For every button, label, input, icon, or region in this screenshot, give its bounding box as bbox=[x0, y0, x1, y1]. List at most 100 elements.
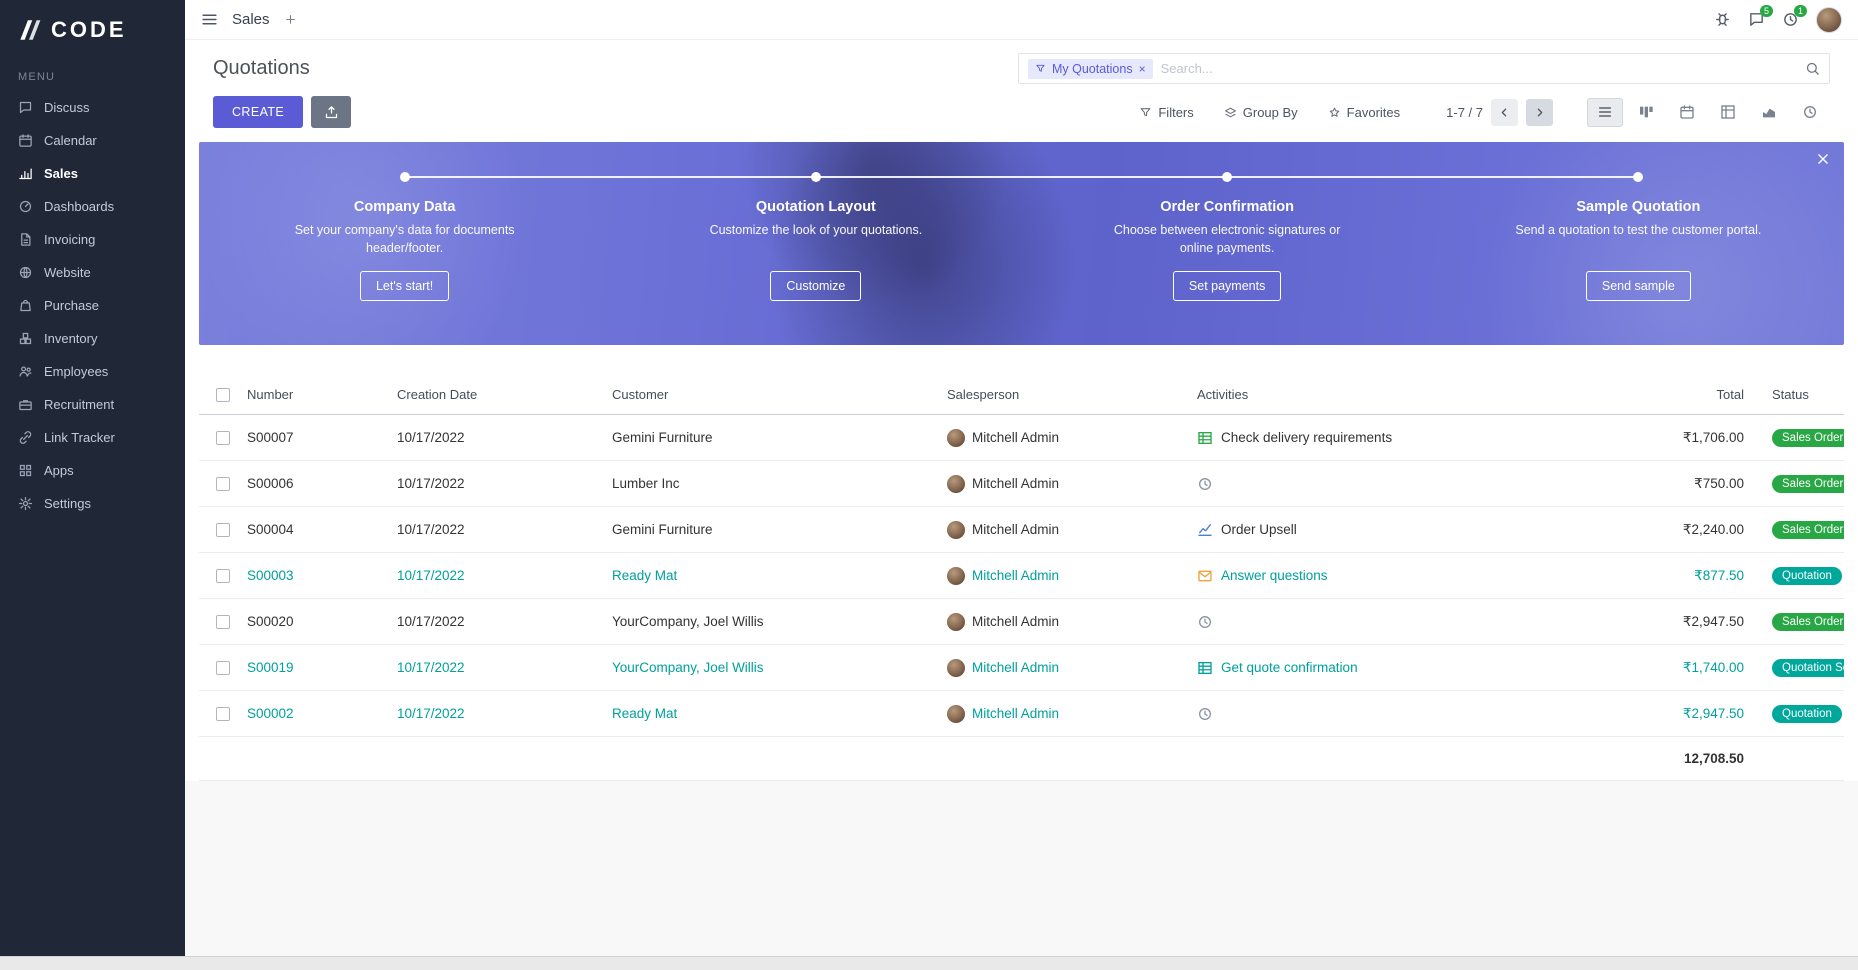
user-avatar[interactable] bbox=[1816, 6, 1842, 33]
col-header-salesperson[interactable]: Salesperson bbox=[947, 387, 1020, 402]
sidebar-item-invoicing[interactable]: Invoicing bbox=[0, 223, 185, 256]
step-dot bbox=[1633, 172, 1644, 182]
hamburger-menu-icon[interactable] bbox=[201, 11, 218, 28]
set-payments-button[interactable]: Set payments bbox=[1172, 271, 1282, 301]
sidebar-item-label: Discuss bbox=[44, 100, 90, 115]
activity-cell[interactable]: Answer questions bbox=[1197, 568, 1622, 584]
row-checkbox[interactable] bbox=[216, 522, 230, 537]
row-checkbox[interactable] bbox=[216, 614, 230, 629]
col-header-number[interactable]: Number bbox=[247, 387, 294, 402]
app-logo[interactable]: CODE bbox=[0, 0, 185, 57]
view-pivot-button[interactable] bbox=[1710, 98, 1746, 127]
horizontal-scrollbar[interactable] bbox=[0, 956, 1858, 970]
sidebar-item-purchase[interactable]: Purchase bbox=[0, 289, 185, 322]
row-checkbox[interactable] bbox=[216, 660, 230, 675]
table-row[interactable]: S00002 10/17/2022 Ready Mat Mitchell Adm… bbox=[199, 691, 1844, 737]
pager-next-button[interactable] bbox=[1526, 98, 1553, 126]
activities-button[interactable]: 1 bbox=[1782, 5, 1807, 28]
col-header-status[interactable]: Status bbox=[1772, 387, 1809, 402]
row-total: ₹1,740.00 bbox=[1682, 659, 1744, 675]
view-activity-button[interactable] bbox=[1792, 98, 1828, 127]
messages-button[interactable]: 5 bbox=[1748, 5, 1773, 28]
sidebar-item-apps[interactable]: Apps bbox=[0, 454, 185, 487]
table-row[interactable]: S00004 10/17/2022 Gemini Furniture Mitch… bbox=[199, 507, 1844, 553]
salesperson-avatar bbox=[947, 428, 965, 447]
breadcrumb-app[interactable]: Sales bbox=[232, 11, 270, 28]
view-list-button[interactable] bbox=[1587, 97, 1623, 127]
activity-cell[interactable] bbox=[1197, 614, 1622, 630]
table-row[interactable]: S00019 10/17/2022 YourCompany, Joel Will… bbox=[199, 645, 1844, 691]
bug-icon bbox=[1714, 11, 1731, 28]
customize-button[interactable]: Customize bbox=[770, 271, 862, 301]
search-input[interactable] bbox=[1160, 61, 1797, 76]
export-button[interactable] bbox=[311, 96, 352, 128]
row-creation-date: 10/17/2022 bbox=[397, 430, 465, 445]
activity-cell[interactable]: Get quote confirmation bbox=[1197, 660, 1622, 676]
row-total: ₹750.00 bbox=[1694, 475, 1744, 491]
row-salesperson: Mitchell Admin bbox=[947, 520, 1197, 539]
salesperson-name: Mitchell Admin bbox=[972, 476, 1060, 491]
col-header-creation-date[interactable]: Creation Date bbox=[397, 387, 478, 402]
row-creation-date: 10/17/2022 bbox=[397, 660, 465, 675]
favorites-button[interactable]: Favorites bbox=[1328, 105, 1400, 120]
debug-button[interactable] bbox=[1714, 11, 1731, 28]
status-badge: Quotation bbox=[1772, 566, 1842, 585]
search-icon[interactable] bbox=[1805, 61, 1820, 76]
filter-icon bbox=[1139, 106, 1152, 119]
activity-cell[interactable]: Order Upsell bbox=[1197, 522, 1622, 538]
pager-previous-button[interactable] bbox=[1491, 98, 1518, 126]
sidebar-item-recruitment[interactable]: Recruitment bbox=[0, 388, 185, 421]
recruitment-icon bbox=[18, 397, 33, 412]
select-all-checkbox[interactable] bbox=[216, 387, 230, 402]
row-checkbox[interactable] bbox=[216, 430, 230, 445]
sidebar-item-settings[interactable]: Settings bbox=[0, 487, 185, 520]
col-header-customer[interactable]: Customer bbox=[612, 387, 669, 402]
clock-activity-icon bbox=[1197, 614, 1213, 630]
row-checkbox[interactable] bbox=[216, 476, 230, 491]
search-facet-my-quotations[interactable]: My Quotations × bbox=[1028, 58, 1153, 79]
sidebar-item-employees[interactable]: Employees bbox=[0, 355, 185, 388]
search-bar[interactable]: My Quotations × bbox=[1018, 53, 1830, 84]
status-badge: Quotation bbox=[1772, 704, 1842, 723]
create-button[interactable]: CREATE bbox=[213, 96, 304, 128]
sales-icon bbox=[18, 166, 33, 181]
activity-cell[interactable] bbox=[1197, 476, 1622, 492]
row-number: S00019 bbox=[247, 660, 294, 675]
sidebar-item-calendar[interactable]: Calendar bbox=[0, 124, 185, 157]
salesperson-avatar bbox=[947, 612, 965, 631]
new-tab-plus-icon[interactable] bbox=[284, 13, 297, 26]
group-by-button[interactable]: Group By bbox=[1224, 105, 1298, 120]
sidebar-item-link-tracker[interactable]: Link Tracker bbox=[0, 421, 185, 454]
sidebar-item-sales[interactable]: Sales bbox=[0, 157, 185, 190]
onboarding-step-quotation-layout: Quotation Layout Customize the look of y… bbox=[610, 172, 1021, 301]
activity-label: Check delivery requirements bbox=[1221, 430, 1393, 445]
activity-cell[interactable]: Check delivery requirements bbox=[1197, 430, 1622, 446]
view-calendar-button[interactable] bbox=[1669, 98, 1705, 127]
sidebar-item-website[interactable]: Website bbox=[0, 256, 185, 289]
table-row[interactable]: S00007 10/17/2022 Gemini Furniture Mitch… bbox=[199, 415, 1844, 461]
sidebar-item-dashboards[interactable]: Dashboards bbox=[0, 190, 185, 223]
view-kanban-button[interactable] bbox=[1628, 98, 1664, 127]
table-row[interactable]: S00003 10/17/2022 Ready Mat Mitchell Adm… bbox=[199, 553, 1844, 599]
row-checkbox[interactable] bbox=[216, 706, 230, 721]
col-header-total[interactable]: Total bbox=[1716, 387, 1744, 402]
row-customer: Lumber Inc bbox=[612, 476, 680, 491]
sidebar-item-discuss[interactable]: Discuss bbox=[0, 91, 185, 124]
sidebar-nav: Discuss Calendar Sales Dashboards Invoic… bbox=[0, 91, 185, 520]
view-graph-button[interactable] bbox=[1751, 98, 1787, 127]
row-customer: Ready Mat bbox=[612, 706, 678, 721]
filter-icon bbox=[1035, 63, 1046, 74]
activity-cell[interactable] bbox=[1197, 706, 1622, 722]
table-row[interactable]: S00020 10/17/2022 YourCompany, Joel Will… bbox=[199, 599, 1844, 645]
lets-start-button[interactable]: Let's start! bbox=[359, 271, 450, 301]
table-row[interactable]: S00006 10/17/2022 Lumber Inc Mitchell Ad… bbox=[199, 461, 1844, 507]
filters-button[interactable]: Filters bbox=[1139, 105, 1194, 120]
row-checkbox[interactable] bbox=[216, 568, 230, 583]
sidebar-item-inventory[interactable]: Inventory bbox=[0, 322, 185, 355]
facet-remove-icon[interactable]: × bbox=[1138, 61, 1146, 76]
col-header-activities[interactable]: Activities bbox=[1197, 387, 1249, 402]
send-sample-button[interactable]: Send sample bbox=[1585, 271, 1691, 301]
dashboards-icon bbox=[18, 199, 33, 214]
group-by-label: Group By bbox=[1242, 104, 1298, 120]
